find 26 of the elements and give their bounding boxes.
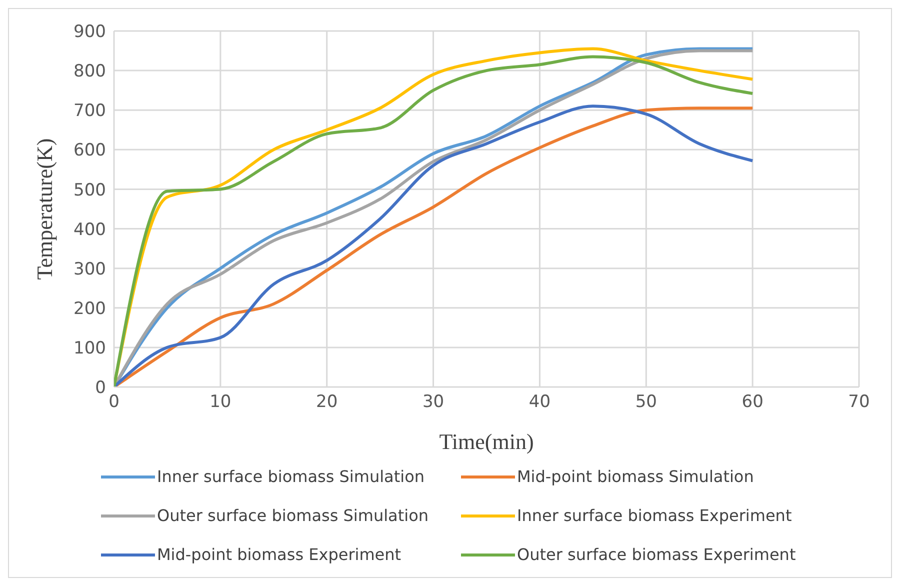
y-tick-label: 300 (74, 259, 106, 280)
y-axis-title: Temperature(K) (32, 138, 57, 280)
y-tick-label: 700 (74, 101, 106, 122)
y-tick-label: 0 (95, 378, 106, 398)
x-tick-label: 40 (528, 392, 551, 412)
x-tick-label: 20 (316, 392, 338, 412)
x-tick-label: 0 (108, 392, 120, 412)
y-tick-label: 600 (74, 140, 106, 161)
x-axis-title: Time(min) (439, 429, 534, 454)
x-tick-label: 50 (635, 392, 657, 412)
x-tick-label: 30 (422, 392, 444, 412)
y-tick-label: 100 (74, 338, 106, 358)
legend-label: Outer surface biomass Simulation (157, 506, 428, 525)
y-tick-label: 900 (74, 22, 106, 42)
legend-label: Inner surface biomass Experiment (517, 506, 792, 525)
y-tick-label: 500 (74, 180, 106, 200)
legend-label: Mid-point biomass Simulation (517, 467, 754, 486)
x-tick-label: 60 (742, 392, 764, 412)
x-tick-label: 10 (210, 392, 232, 412)
y-tick-label: 400 (74, 220, 106, 240)
x-tick-label: 70 (848, 392, 870, 412)
legend-label: Mid-point biomass Experiment (157, 545, 402, 564)
legend-label: Outer surface biomass Experiment (517, 545, 796, 564)
y-tick-label: 800 (74, 62, 106, 82)
legend-label: Inner surface biomass Simulation (157, 467, 424, 486)
y-tick-label: 200 (74, 298, 106, 319)
